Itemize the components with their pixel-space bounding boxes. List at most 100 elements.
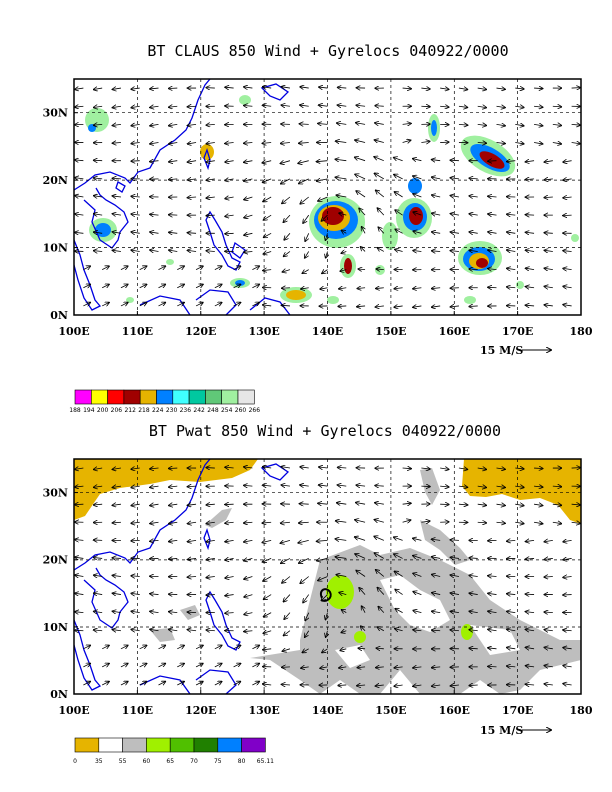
- wind-arrow: [112, 593, 122, 594]
- colorbar-swatch: [237, 389, 255, 405]
- wind-arrow: [282, 684, 290, 685]
- wind-arrow: [298, 161, 309, 164]
- wind-arrow: [244, 143, 253, 144]
- wind-arrow: [264, 612, 272, 617]
- y-tick-label: 10N: [43, 242, 68, 255]
- wind-arrow: [302, 270, 309, 274]
- colorbar-swatch: [139, 389, 157, 405]
- wind-arrow: [225, 540, 234, 541]
- wind-arrow: [150, 143, 159, 144]
- wind-arrow: [432, 685, 441, 686]
- colorbar-label: 242: [193, 407, 205, 414]
- wind-arrow: [177, 284, 184, 287]
- wind-arrow: [206, 161, 215, 162]
- wind-arrow: [94, 468, 103, 469]
- wind-arrow: [338, 467, 347, 468]
- wind-arrow: [432, 177, 441, 179]
- wind-arrow: [206, 197, 215, 198]
- colorbar-swatch: [221, 389, 239, 405]
- wind-arrow: [83, 663, 90, 666]
- wind-arrow: [339, 667, 347, 668]
- panel-2-y-axis: 0N 10N 20N 30N: [43, 487, 78, 701]
- wind-arrow: [187, 486, 197, 487]
- wind-arrow: [563, 648, 572, 649]
- wind-arrow: [83, 266, 90, 269]
- wind-arrow: [496, 522, 506, 523]
- wind-arrow: [477, 522, 487, 523]
- wind-arrow: [120, 284, 128, 287]
- wind-arrow: [83, 284, 90, 287]
- wind-arrow: [413, 630, 422, 631]
- wind-arrow: [394, 192, 403, 198]
- wind-arrow: [131, 250, 140, 251]
- wind-arrow: [507, 666, 516, 667]
- wind-arrow: [394, 685, 403, 686]
- wind-arrow: [206, 215, 215, 216]
- wind-arrow: [187, 630, 197, 631]
- wind-arrow: [458, 486, 468, 487]
- wind-arrow: [301, 667, 309, 668]
- wind-arrow: [300, 87, 309, 88]
- y-tick-label: 0N: [50, 688, 68, 701]
- colorbar-swatch: [107, 389, 125, 405]
- wind-arrow: [187, 577, 197, 578]
- wind-arrow: [252, 266, 259, 269]
- wind-arrow: [225, 197, 234, 199]
- wind-arrow: [339, 593, 347, 595]
- wind-arrow: [375, 486, 384, 487]
- wind-arrow: [402, 520, 411, 522]
- colorbar-swatch: [123, 389, 141, 405]
- wind-arrow: [94, 232, 103, 233]
- wind-arrow: [318, 503, 328, 504]
- wind-arrow: [131, 143, 140, 144]
- wind-arrow: [112, 558, 121, 559]
- wind-arrow: [326, 630, 328, 637]
- wind-arrow: [244, 613, 253, 615]
- wind-arrow: [458, 504, 468, 505]
- x-tick-label: 110E: [122, 704, 153, 717]
- wind-arrow: [318, 123, 328, 124]
- wind-arrow: [139, 302, 147, 305]
- wind-arrow: [262, 161, 272, 163]
- wind-arrow: [515, 143, 524, 144]
- wind-arrow: [263, 270, 272, 271]
- colorbar-label: 65.11: [257, 758, 274, 765]
- wind-arrow: [402, 503, 411, 504]
- wind-arrow: [188, 540, 197, 541]
- wind-arrow: [563, 684, 572, 685]
- wind-arrow: [377, 627, 385, 631]
- wind-arrow: [563, 305, 572, 306]
- wind-arrow: [515, 88, 524, 89]
- wind-arrow: [394, 288, 403, 289]
- wind-arrow: [112, 124, 121, 125]
- wind-arrow: [225, 143, 234, 144]
- wind-arrow: [488, 214, 497, 215]
- wind-arrow: [374, 536, 384, 541]
- wind-arrow: [355, 520, 366, 522]
- wind-arrow: [496, 106, 506, 107]
- wind-arrow: [458, 468, 468, 469]
- wind-arrow: [281, 178, 291, 184]
- wind-arrow: [244, 233, 253, 235]
- wind-vectors: [75, 87, 580, 308]
- wind-arrow: [187, 250, 197, 251]
- wind-arrow: [432, 160, 441, 161]
- wind-arrow: [150, 594, 159, 595]
- wind-arrow: [335, 557, 347, 559]
- wind-arrow: [376, 190, 385, 198]
- wind-arrow: [305, 630, 310, 637]
- wind-arrow: [338, 685, 347, 686]
- wind-arrow: [284, 251, 291, 256]
- wind-arrow: [544, 577, 553, 578]
- wind-arrow: [139, 645, 147, 648]
- wind-arrow: [525, 179, 535, 180]
- wind-arrow: [131, 522, 140, 523]
- wind-arrow: [469, 214, 478, 215]
- wind-arrow: [158, 682, 166, 685]
- wind-arrow: [318, 196, 328, 201]
- wind-arrow: [563, 630, 572, 631]
- wind-arrow: [394, 667, 403, 668]
- wind-arrow: [432, 213, 441, 215]
- wind-arrow: [533, 124, 543, 125]
- wind-arrow: [225, 522, 234, 523]
